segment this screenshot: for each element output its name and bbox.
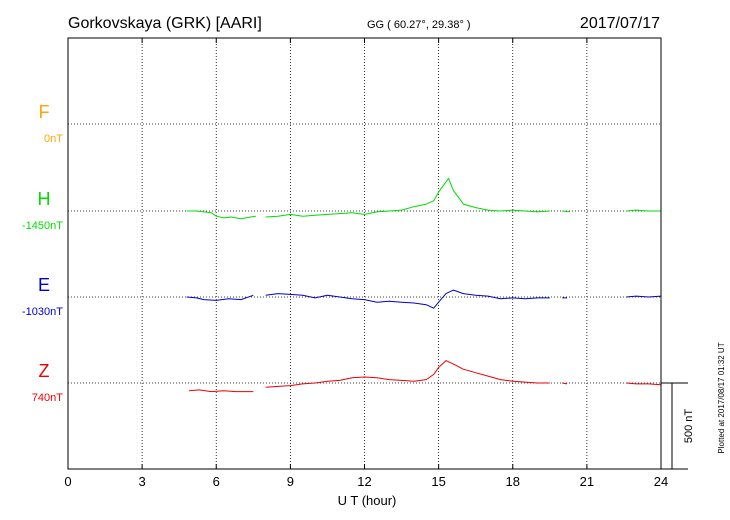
x-tick-label: 9	[287, 474, 294, 489]
station-title: Gorkovskaya (GRK) [AARI]	[68, 15, 262, 32]
series-line-e	[186, 294, 254, 301]
x-tick-label: 6	[213, 474, 220, 489]
series-labels: F 0nT H -1450nT E -1030nT Z 740nT	[22, 102, 63, 404]
x-tick-label: 15	[431, 474, 445, 489]
series-line-z	[265, 360, 550, 388]
baseline-label-e: -1030nT	[22, 306, 63, 318]
series-line-h	[562, 210, 570, 213]
x-tick-label: 12	[357, 474, 371, 489]
x-tick-label: 3	[139, 474, 146, 489]
series-name-f: F	[39, 102, 50, 122]
series-line-z	[626, 382, 662, 386]
series-line-h	[626, 209, 661, 212]
series-name-z: Z	[39, 361, 50, 381]
baseline-label-z: 740nT	[32, 392, 63, 404]
x-tick-label: 0	[64, 474, 71, 489]
x-tick-label: 21	[580, 474, 594, 489]
series-line-e	[265, 289, 550, 309]
series-lines	[186, 177, 662, 393]
station-coords: GG ( 60.27°, 29.38° )	[367, 19, 471, 31]
x-axis-label: U T (hour)	[338, 493, 397, 508]
series-name-h: H	[38, 189, 51, 209]
series-name-e: E	[38, 275, 50, 295]
series-line-z	[189, 389, 254, 393]
series-line-e	[626, 295, 662, 298]
chart-date: 2017/07/17	[580, 15, 660, 32]
scale-bar: 500 nT	[661, 382, 695, 470]
x-tick-label: 24	[654, 474, 668, 489]
series-line-h	[265, 177, 550, 218]
scale-bar-label: 500 nT	[683, 409, 695, 444]
x-tick-label: 18	[506, 474, 520, 489]
series-line-h	[186, 210, 256, 220]
series-line-z	[562, 382, 568, 385]
plotted-note: Plotted at 2017/08/17 01:32 UT	[717, 342, 726, 453]
baseline-label-f: 0nT	[44, 133, 63, 145]
x-axis: 0 3 6 9 12 15 18 21 24	[64, 38, 668, 489]
grid	[68, 38, 661, 469]
baseline-label-h: -1450nT	[22, 220, 63, 232]
